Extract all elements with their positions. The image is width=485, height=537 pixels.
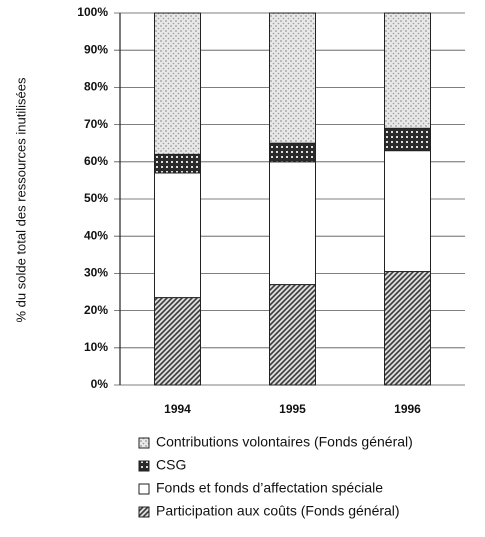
y-tick-label: 50% (84, 191, 108, 205)
x-tick-label: 1995 (279, 402, 306, 416)
y-tick-label: 30% (84, 266, 108, 280)
y-tick-label: 10% (84, 340, 108, 354)
bar-segment (384, 150, 431, 273)
legend-label: Participation aux coûts (Fonds général) (156, 503, 400, 519)
y-tick-label: 40% (84, 228, 108, 242)
y-tick-label: 70% (84, 117, 108, 131)
y-axis-label: % du solde total des ressources inutilis… (13, 77, 28, 322)
bar-segment (154, 297, 201, 386)
legend-label: CSG (156, 457, 186, 473)
y-tick-label: 0% (91, 377, 109, 391)
y-tick-label: 90% (84, 42, 108, 56)
legend-label: Fonds et fonds d’affectation spéciale (156, 480, 383, 496)
bar-segment (154, 153, 201, 174)
bar-segment (269, 284, 316, 386)
bar-segment (384, 127, 431, 152)
bar-segment (269, 142, 316, 163)
bar-segment (269, 12, 316, 144)
bar-segment (384, 271, 431, 386)
y-tick-label: 100% (77, 5, 108, 19)
bar-segment (154, 172, 201, 299)
legend-swatch (138, 460, 150, 472)
bar-segment (269, 161, 316, 286)
x-tick-label: 1994 (164, 402, 191, 416)
y-tick-label: 20% (84, 303, 108, 317)
y-tick-label: 80% (84, 80, 108, 94)
legend-swatch (138, 437, 150, 449)
bar-segment (154, 12, 201, 155)
y-tick-label: 60% (84, 154, 108, 168)
legend-swatch (138, 506, 150, 518)
legend-swatch (138, 483, 150, 495)
bar-segment (384, 12, 431, 129)
legend-label: Contributions volontaires (Fonds général… (156, 434, 413, 450)
x-tick-label: 1996 (394, 402, 421, 416)
